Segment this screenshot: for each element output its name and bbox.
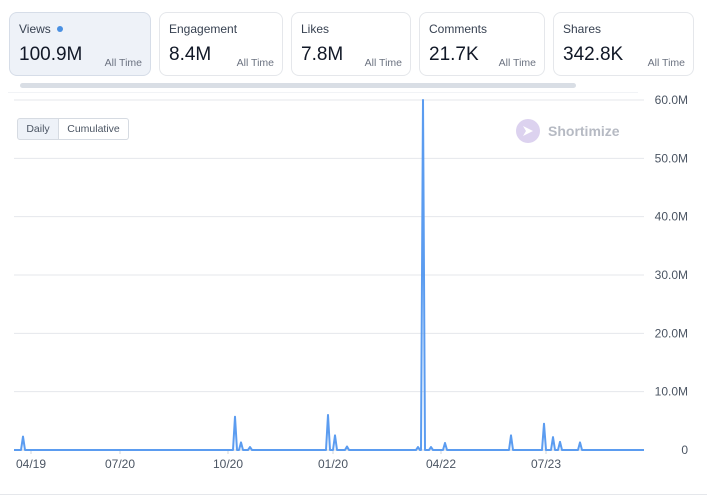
y-tick-label: 10.0M — [655, 385, 688, 399]
y-tick-label: 40.0M — [655, 210, 688, 224]
y-tick-label: 50.0M — [655, 151, 688, 165]
data-point — [240, 441, 242, 444]
x-tick-label: 10/20 — [213, 457, 243, 471]
x-tick-label: 04/19 — [16, 457, 46, 471]
data-point — [417, 446, 419, 448]
data-point — [430, 446, 432, 448]
y-tick-label: 20.0M — [655, 326, 688, 340]
data-point — [552, 436, 554, 438]
metric-value: 8.4M — [169, 44, 212, 65]
metric-card-views[interactable]: Views 100.9M All Time — [9, 12, 151, 76]
data-point — [422, 99, 424, 101]
x-tick-label: 04/22 — [426, 457, 456, 471]
metric-label: Views — [19, 22, 63, 36]
brand-watermark: Shortimize — [516, 119, 620, 143]
data-point — [327, 414, 329, 416]
data-point — [22, 435, 24, 438]
metric-value: 100.9M — [19, 44, 83, 65]
metric-value: 21.7K — [429, 44, 479, 65]
x-tick-label: 07/20 — [105, 457, 135, 471]
cumulative-toggle-button[interactable]: Cumulative — [59, 118, 129, 140]
divider — [8, 92, 638, 93]
metric-value: 342.8K — [563, 44, 624, 65]
daily-toggle-button[interactable]: Daily — [17, 118, 59, 140]
data-point — [543, 422, 545, 425]
metric-label-text: Views — [19, 22, 51, 36]
data-point — [559, 441, 561, 443]
metric-card-shares[interactable]: Shares 342.8K All Time — [553, 12, 694, 76]
metric-card-comments[interactable]: Comments 21.7K All Time — [419, 12, 545, 76]
bottom-divider — [0, 494, 707, 495]
series-line-views — [14, 99, 644, 451]
metric-period: All Time — [364, 57, 402, 69]
data-point — [510, 434, 512, 437]
data-point — [579, 441, 581, 444]
y-tick-label: 0 — [681, 443, 688, 457]
horizontal-scrollbar[interactable] — [20, 83, 576, 88]
metric-label: Shares — [563, 22, 602, 36]
brand-name: Shortimize — [548, 123, 620, 139]
metric-period: All Time — [498, 57, 536, 69]
data-point — [516, 449, 518, 451]
metric-label: Comments — [429, 22, 488, 36]
metric-label: Likes — [301, 22, 330, 36]
metric-value: 7.8M — [301, 44, 344, 65]
metric-period: All Time — [647, 57, 685, 69]
data-point — [234, 415, 236, 418]
metric-period: All Time — [104, 57, 142, 69]
shortimize-logo-icon — [516, 119, 540, 143]
data-point — [119, 449, 121, 451]
x-tick-label: 07/23 — [531, 457, 561, 471]
metric-label: Engagement — [169, 22, 238, 36]
data-point — [29, 449, 31, 451]
y-tick-label: 60.0M — [655, 93, 688, 107]
y-tick-label: 30.0M — [655, 268, 688, 282]
data-point — [334, 434, 336, 437]
data-point — [249, 446, 251, 448]
active-dot-icon — [56, 26, 63, 32]
metric-period: All Time — [236, 57, 274, 69]
x-tick-label: 01/20 — [318, 457, 348, 471]
data-point — [444, 442, 446, 444]
metric-card-likes[interactable]: Likes 7.8M All Time — [291, 12, 411, 76]
metric-card-engagement[interactable]: Engagement 8.4M All Time — [159, 12, 283, 76]
data-point — [346, 445, 348, 448]
